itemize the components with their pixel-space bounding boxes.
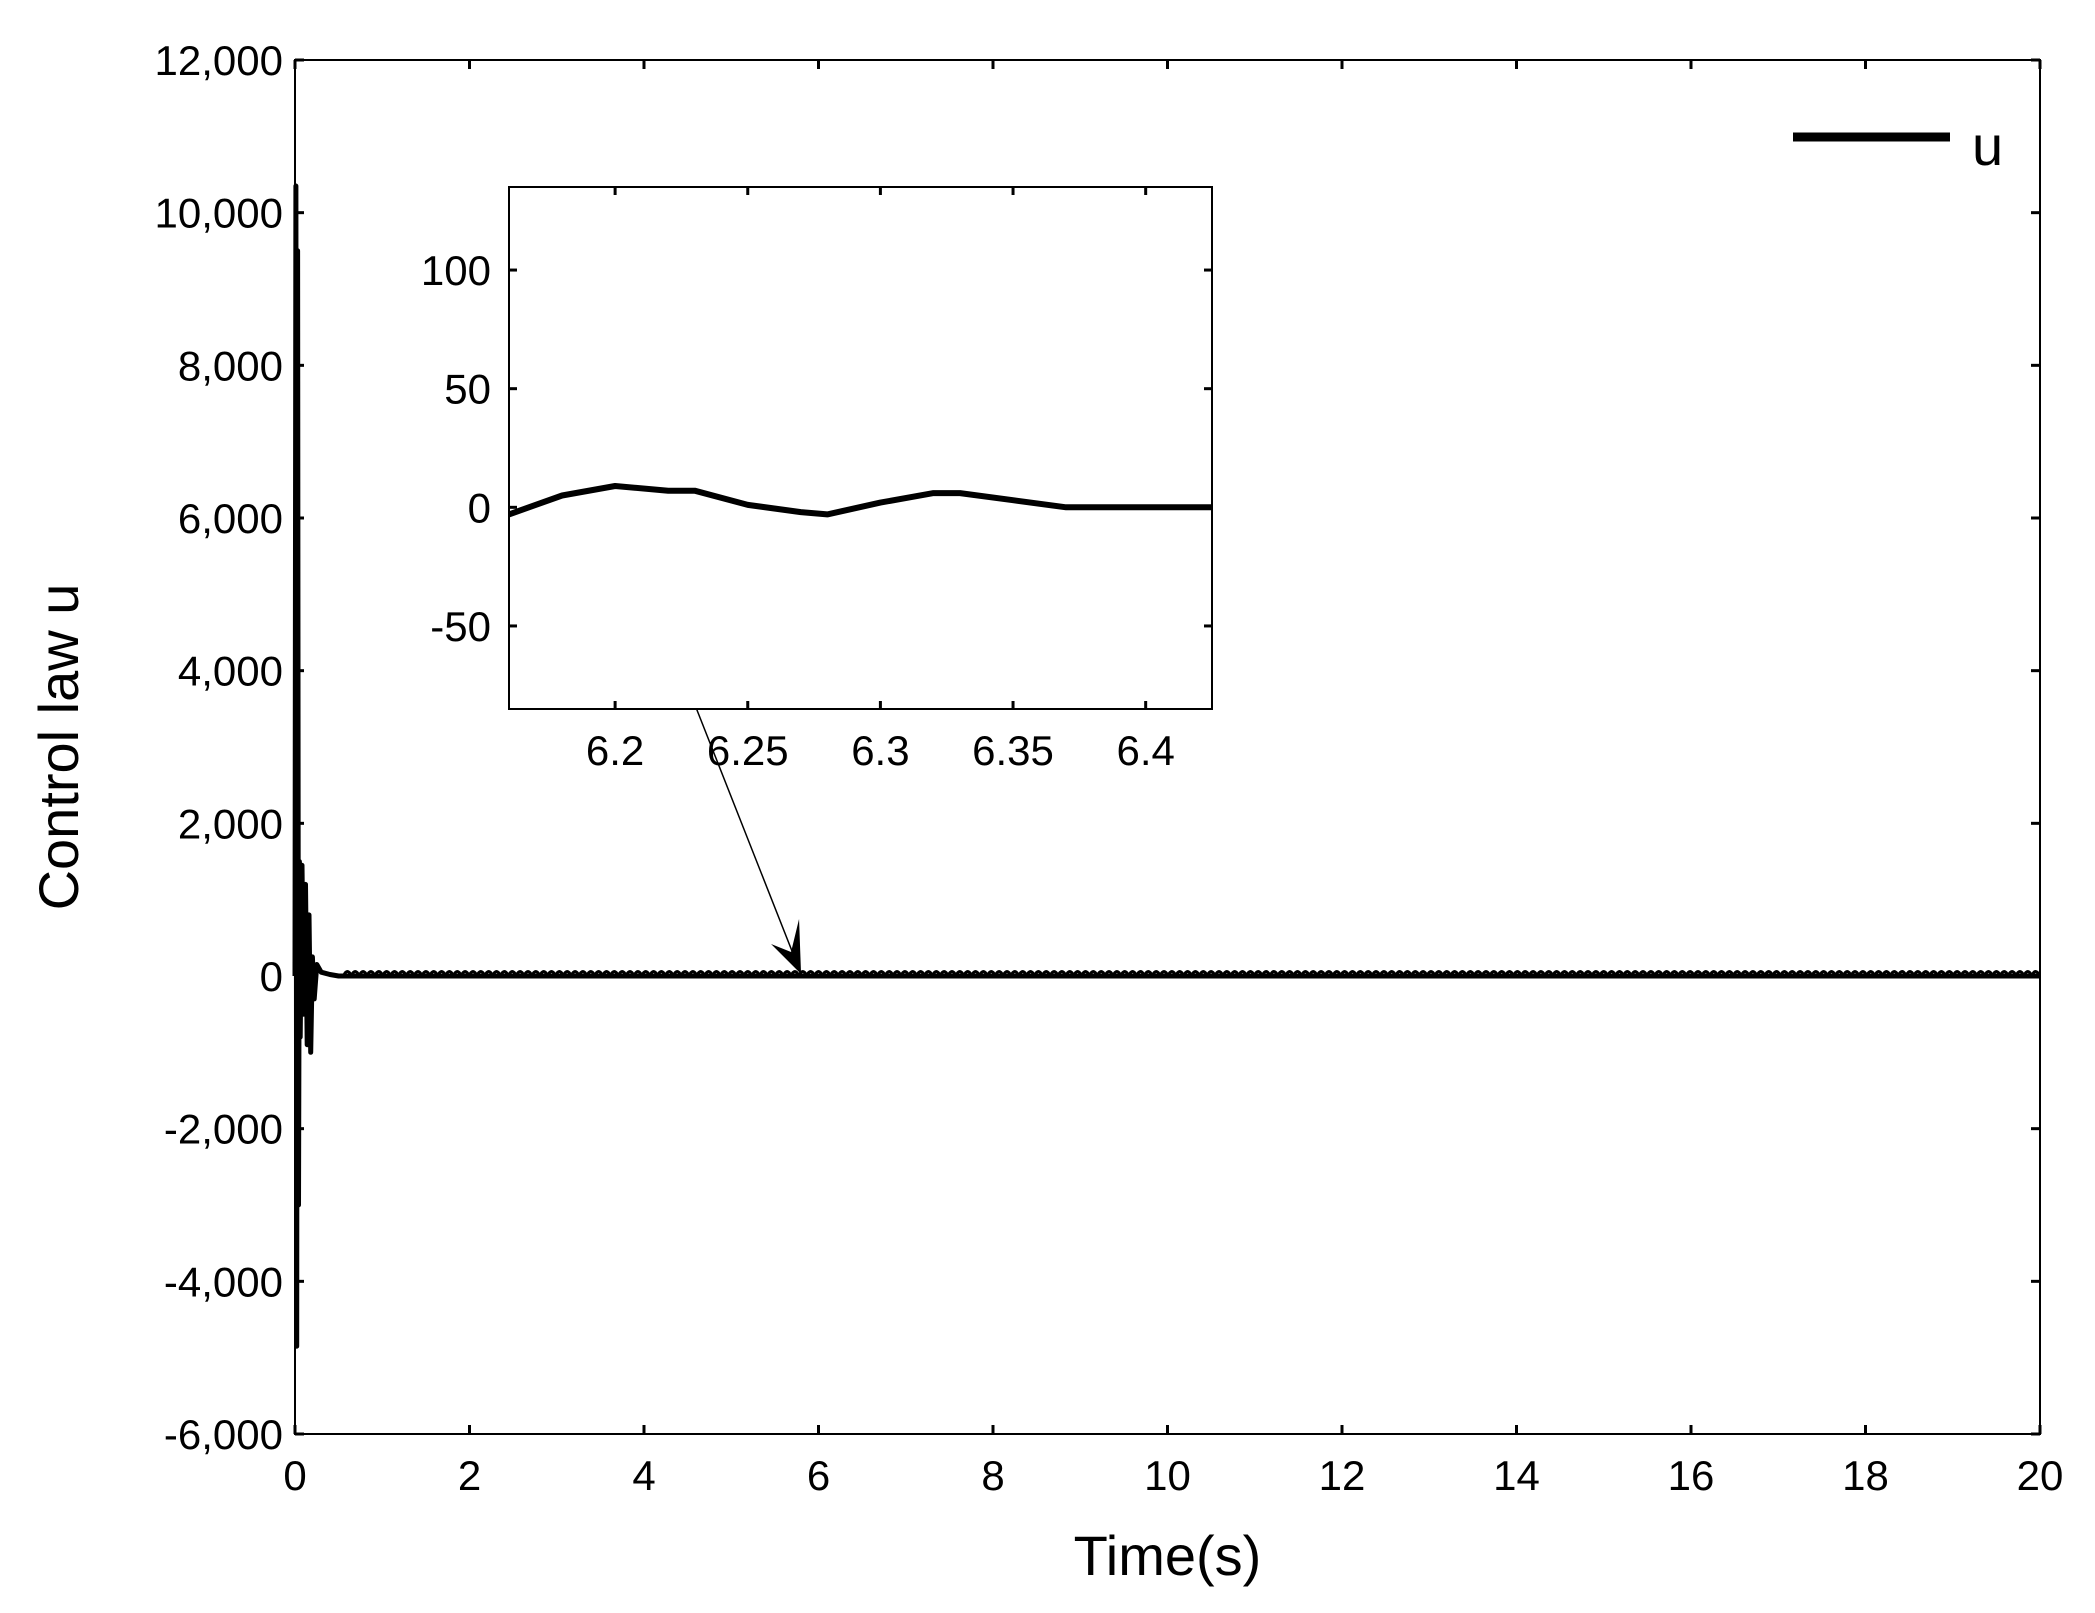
zoom-arrow-line: [694, 704, 802, 975]
y-tick-label: -4,000: [164, 1258, 283, 1305]
inset-series-line-u: [507, 483, 1212, 518]
x-tick-label: 6: [807, 1452, 830, 1499]
y-tick-label: -6,000: [164, 1411, 283, 1458]
y-tick-label: -2,000: [164, 1106, 283, 1153]
x-tick-label: 20: [2017, 1452, 2064, 1499]
y-tick-label: 10,000: [155, 190, 283, 237]
inset-plot-frame: [508, 186, 1213, 710]
inset-x-tick-label: 6.25: [707, 727, 789, 774]
inset-y-tick-label: 50: [444, 366, 491, 413]
y-tick-label: 6,000: [178, 495, 283, 542]
x-tick-label: 4: [632, 1452, 655, 1499]
y-tick-label: 0: [260, 953, 283, 1000]
x-tick-label: 14: [1493, 1452, 1540, 1499]
x-axis-label: Time(s): [1074, 1524, 1262, 1587]
y-tick-label: 12,000: [155, 37, 283, 84]
series-line-u: [292, 183, 2040, 1349]
y-tick-label: 4,000: [178, 648, 283, 695]
x-tick-label: 0: [283, 1452, 306, 1499]
inset-x-tick-label: 6.3: [851, 727, 909, 774]
y-tick-label: 8,000: [178, 342, 283, 389]
y-tick-label: 2,000: [178, 800, 283, 847]
inset-x-tick-label: 6.2: [586, 727, 644, 774]
series-ripple-u: [342, 970, 2041, 977]
inset-x-tick-label: 6.35: [972, 727, 1054, 774]
inset-y-tick-label: -50: [430, 603, 491, 650]
x-tick-label: 8: [981, 1452, 1004, 1499]
legend-label-u: u: [1972, 114, 2003, 177]
x-tick-label: 2: [458, 1452, 481, 1499]
x-tick-label: 18: [1842, 1452, 1889, 1499]
y-axis-label: Control law u: [27, 584, 90, 911]
x-tick-label: 10: [1144, 1452, 1191, 1499]
zoom-arrow-head: [771, 919, 802, 974]
inset-y-tick-label: 100: [421, 247, 491, 294]
x-tick-label: 16: [1668, 1452, 1715, 1499]
inset-y-tick-label: 0: [468, 484, 491, 531]
x-tick-label: 12: [1319, 1452, 1366, 1499]
inset-x-tick-label: 6.4: [1116, 727, 1174, 774]
